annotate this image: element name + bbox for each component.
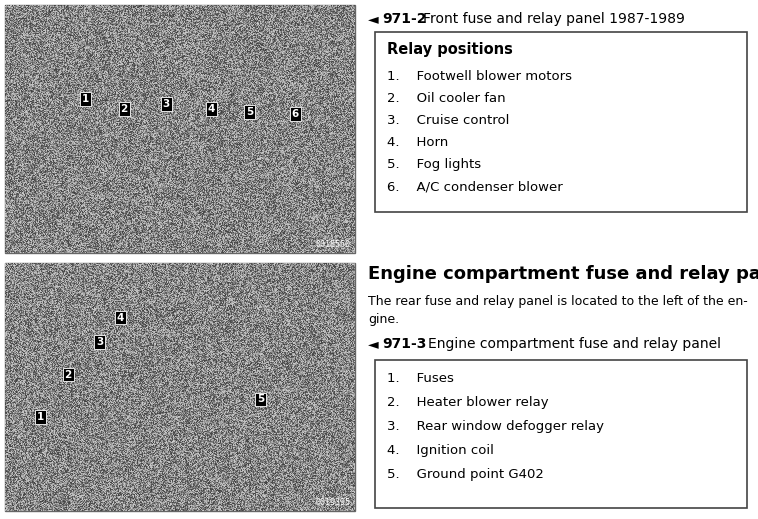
Text: 2: 2 bbox=[121, 104, 127, 114]
Text: 4: 4 bbox=[208, 104, 215, 114]
Text: 3.    Cruise control: 3. Cruise control bbox=[387, 114, 509, 127]
Text: 2.    Oil cooler fan: 2. Oil cooler fan bbox=[387, 92, 506, 105]
Text: ◄: ◄ bbox=[368, 337, 379, 351]
Bar bbox=[375, 360, 747, 508]
Text: 4: 4 bbox=[117, 312, 124, 323]
Text: 4.    Ignition coil: 4. Ignition coil bbox=[387, 444, 494, 457]
Text: 1: 1 bbox=[36, 412, 44, 422]
Text: Relay positions: Relay positions bbox=[387, 42, 513, 57]
Text: 6: 6 bbox=[292, 109, 299, 119]
Text: 971-2: 971-2 bbox=[382, 12, 427, 26]
Text: 0019395: 0019395 bbox=[316, 498, 351, 507]
Text: 4.    Horn: 4. Horn bbox=[387, 136, 448, 149]
Text: Engine compartment fuse and relay panel: Engine compartment fuse and relay panel bbox=[368, 265, 758, 283]
Text: 5.    Ground point G402: 5. Ground point G402 bbox=[387, 468, 544, 481]
Bar bbox=[375, 32, 747, 212]
Text: 2.    Heater blower relay: 2. Heater blower relay bbox=[387, 396, 549, 409]
Text: 3: 3 bbox=[162, 99, 170, 109]
Text: 1: 1 bbox=[82, 94, 89, 104]
Text: Front fuse and relay panel 1987-1989: Front fuse and relay panel 1987-1989 bbox=[423, 12, 685, 26]
Text: 3.    Rear window defogger relay: 3. Rear window defogger relay bbox=[387, 420, 604, 433]
Text: 1.    Footwell blower motors: 1. Footwell blower motors bbox=[387, 70, 572, 83]
Text: 0018560: 0018560 bbox=[316, 240, 351, 249]
Text: 1.    Fuses: 1. Fuses bbox=[387, 372, 454, 385]
Text: 6.    A/C condenser blower: 6. A/C condenser blower bbox=[387, 180, 562, 193]
Bar bbox=[5, 263, 355, 511]
Text: Engine compartment fuse and relay panel: Engine compartment fuse and relay panel bbox=[428, 337, 721, 351]
Text: 5: 5 bbox=[246, 106, 254, 117]
Text: 3: 3 bbox=[96, 337, 103, 347]
Bar bbox=[5, 5, 355, 253]
Text: ◄: ◄ bbox=[368, 12, 379, 26]
Text: 971-3: 971-3 bbox=[382, 337, 426, 351]
Text: The rear fuse and relay panel is located to the left of the en-
gine.: The rear fuse and relay panel is located… bbox=[368, 295, 747, 326]
Text: 5.    Fog lights: 5. Fog lights bbox=[387, 158, 481, 171]
Text: 2: 2 bbox=[64, 370, 71, 379]
Text: 5: 5 bbox=[257, 394, 264, 404]
